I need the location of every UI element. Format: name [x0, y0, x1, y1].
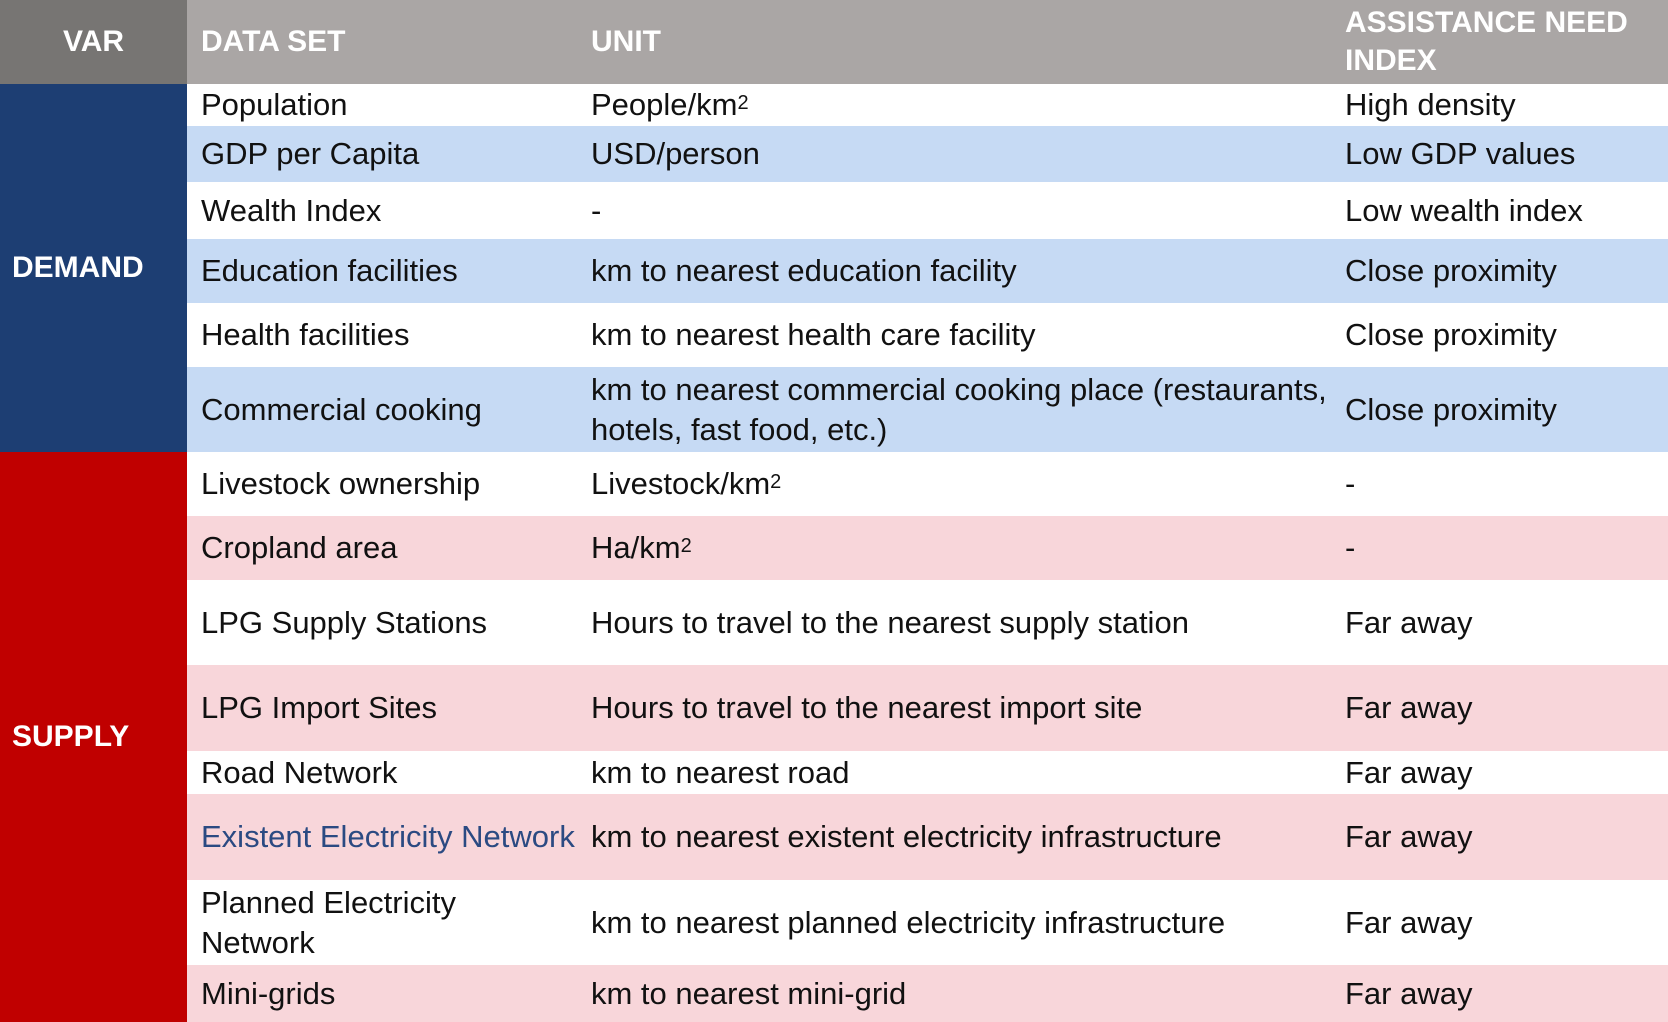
- index-cell: Far away: [1331, 880, 1668, 965]
- index-cell: Close proximity: [1331, 367, 1668, 452]
- index-cell: Close proximity: [1331, 239, 1668, 303]
- unit-cell: km to nearest mini-grid: [577, 965, 1331, 1022]
- index-cell: -: [1331, 516, 1668, 580]
- unit-cell: People/km 2: [577, 84, 1331, 126]
- dataset-cell: Existent Electricity Network: [187, 794, 577, 880]
- index-cell: High density: [1331, 84, 1668, 126]
- dataset-cell: Livestock ownership: [187, 452, 577, 516]
- index-cell: Far away: [1331, 751, 1668, 794]
- unit-cell: km to nearest education facility: [577, 239, 1331, 303]
- unit-cell: Hours to travel to the nearest import si…: [577, 665, 1331, 751]
- header-dataset: DATA SET: [187, 0, 577, 84]
- index-cell: Far away: [1331, 665, 1668, 751]
- unit-cell: km to nearest planned electricity infras…: [577, 880, 1331, 965]
- dataset-cell: LPG Import Sites: [187, 665, 577, 751]
- unit-cell: Ha/km 2: [577, 516, 1331, 580]
- index-cell: Far away: [1331, 580, 1668, 665]
- index-cell: Far away: [1331, 965, 1668, 1022]
- unit-cell: -: [577, 182, 1331, 239]
- unit-cell: Livestock/km 2: [577, 452, 1331, 516]
- unit-cell: Hours to travel to the nearest supply st…: [577, 580, 1331, 665]
- dataset-cell: Commercial cooking: [187, 367, 577, 452]
- dataset-cell: Cropland area: [187, 516, 577, 580]
- unit-cell: km to nearest health care facility: [577, 303, 1331, 367]
- unit-cell: km to nearest road: [577, 751, 1331, 794]
- dataset-cell: Planned Electricity Network: [187, 880, 577, 965]
- unit-cell: km to nearest commercial cooking place (…: [577, 367, 1331, 452]
- header-index: ASSISTANCE NEED INDEX: [1331, 0, 1668, 84]
- dataset-cell: Mini-grids: [187, 965, 577, 1022]
- group-demand: DEMAND: [0, 84, 187, 452]
- index-cell: Close proximity: [1331, 303, 1668, 367]
- dataset-cell: Wealth Index: [187, 182, 577, 239]
- index-cell: Far away: [1331, 794, 1668, 880]
- header-unit: UNIT: [577, 0, 1331, 84]
- dataset-cell: Health facilities: [187, 303, 577, 367]
- dataset-cell: Population: [187, 84, 577, 126]
- dataset-cell: Road Network: [187, 751, 577, 794]
- index-cell: Low wealth index: [1331, 182, 1668, 239]
- dataset-cell: LPG Supply Stations: [187, 580, 577, 665]
- unit-cell: km to nearest existent electricity infra…: [577, 794, 1331, 880]
- dataset-cell: Education facilities: [187, 239, 577, 303]
- unit-cell: USD/person: [577, 126, 1331, 182]
- dataset-cell: GDP per Capita: [187, 126, 577, 182]
- index-cell: Low GDP values: [1331, 126, 1668, 182]
- index-cell: -: [1331, 452, 1668, 516]
- header-var: VAR: [0, 0, 187, 84]
- group-supply: SUPPLY: [0, 452, 187, 1022]
